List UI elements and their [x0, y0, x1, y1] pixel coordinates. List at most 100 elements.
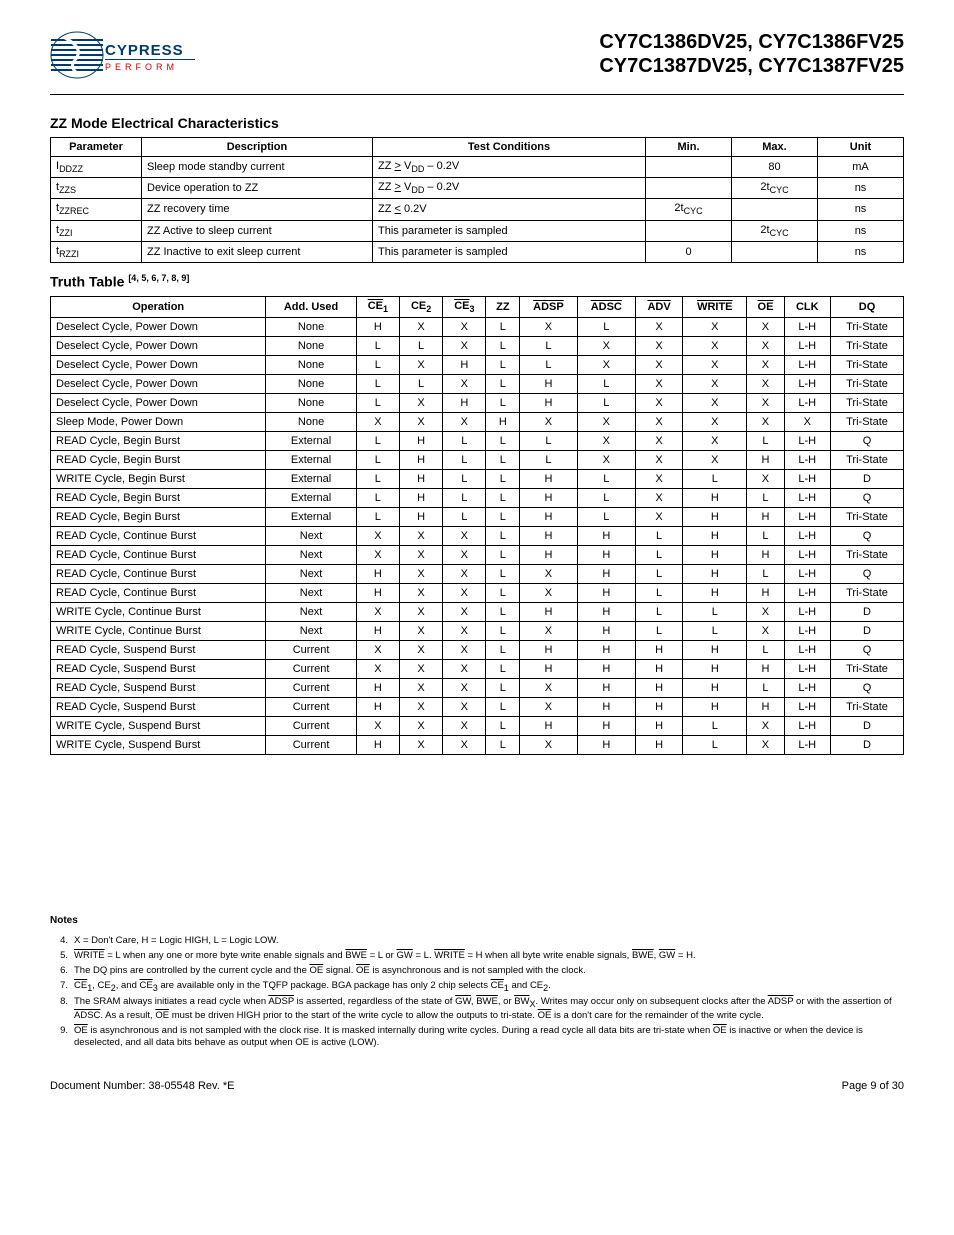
table-cell: X	[683, 336, 747, 355]
table-row: READ Cycle, Continue BurstNextXXXLHHLHLL…	[51, 526, 904, 545]
table-cell: L-H	[784, 488, 830, 507]
table-cell: ZZ < 0.2V	[373, 199, 646, 220]
table-cell: H	[520, 659, 577, 678]
table-cell: H	[747, 545, 784, 564]
table-cell: X	[443, 545, 486, 564]
table-cell: Q	[831, 678, 904, 697]
table-cell: L	[356, 393, 399, 412]
table-cell: L	[443, 450, 486, 469]
table-header: ADSP	[520, 296, 577, 317]
table-cell: L	[635, 621, 682, 640]
table-cell: X	[399, 716, 442, 735]
table-cell: Q	[831, 488, 904, 507]
table-cell: H	[635, 659, 682, 678]
table-cell: X	[443, 621, 486, 640]
table-cell: X	[747, 735, 784, 754]
table-cell: X	[747, 317, 784, 336]
table-cell: L-H	[784, 564, 830, 583]
table-cell: X	[399, 640, 442, 659]
table-cell: X	[520, 697, 577, 716]
table-cell: Q	[831, 431, 904, 450]
table-cell: H	[399, 507, 442, 526]
table-row: WRITE Cycle, Begin BurstExternalLHLLHLXL…	[51, 469, 904, 488]
note-number: 9.	[50, 1025, 74, 1051]
table-cell: L	[747, 564, 784, 583]
table-cell: X	[577, 431, 635, 450]
note-number: 5.	[50, 950, 74, 963]
table-cell: ZZ Inactive to exit sleep current	[142, 241, 373, 262]
parts-line-1: CY7C1386DV25, CY7C1386FV25	[599, 30, 904, 54]
table-cell: X	[399, 564, 442, 583]
table-cell: H	[683, 526, 747, 545]
table-cell: L	[635, 526, 682, 545]
table-cell: WRITE Cycle, Suspend Burst	[51, 735, 266, 754]
table-cell: L	[486, 469, 520, 488]
table-cell: X	[443, 317, 486, 336]
table-cell: L	[520, 450, 577, 469]
table-cell: X	[635, 507, 682, 526]
table-cell: Q	[831, 564, 904, 583]
table-cell: Tri-State	[831, 317, 904, 336]
note-text: OE is asynchronous and is not sampled wi…	[74, 1025, 904, 1051]
table-cell: X	[747, 469, 784, 488]
table-cell: L-H	[784, 659, 830, 678]
table-row: Deselect Cycle, Power DownNoneLLXLHLXXXL…	[51, 374, 904, 393]
table-cell	[732, 199, 818, 220]
table-cell: H	[486, 412, 520, 431]
table-cell: H	[356, 317, 399, 336]
table-cell: L	[683, 602, 747, 621]
table-cell: H	[577, 583, 635, 602]
table-cell: X	[399, 545, 442, 564]
cypress-logo: CYPRESS PERFORM	[50, 30, 190, 90]
table-cell: D	[831, 621, 904, 640]
table-cell: L	[577, 507, 635, 526]
table-cell: L	[356, 336, 399, 355]
table-header: CE1	[356, 296, 399, 317]
part-numbers: CY7C1386DV25, CY7C1386FV25 CY7C1387DV25,…	[599, 30, 904, 78]
table-cell: READ Cycle, Begin Burst	[51, 507, 266, 526]
table-cell: L	[486, 640, 520, 659]
table-cell: X	[356, 412, 399, 431]
table-row: Deselect Cycle, Power DownNoneLXHLLXXXXL…	[51, 355, 904, 374]
table-cell: IDDZZ	[51, 157, 142, 178]
table-cell: X	[443, 564, 486, 583]
table-cell: H	[635, 678, 682, 697]
note-text: The DQ pins are controlled by the curren…	[74, 965, 586, 978]
table-cell: Deselect Cycle, Power Down	[51, 317, 266, 336]
table-cell: X	[635, 317, 682, 336]
table-cell: L-H	[784, 355, 830, 374]
table-cell: X	[399, 602, 442, 621]
table-cell: ZZ > VDD – 0.2V	[373, 157, 646, 178]
table-cell: H	[683, 678, 747, 697]
parts-line-2: CY7C1387DV25, CY7C1387FV25	[599, 54, 904, 78]
table-cell: Current	[266, 678, 356, 697]
table-row: Sleep Mode, Power DownNoneXXXHXXXXXXTri-…	[51, 412, 904, 431]
table-row: READ Cycle, Suspend BurstCurrentXXXLHHHH…	[51, 640, 904, 659]
table-cell: Current	[266, 735, 356, 754]
table-cell: Deselect Cycle, Power Down	[51, 336, 266, 355]
table-header: WRITE	[683, 296, 747, 317]
table-cell: L-H	[784, 431, 830, 450]
table-cell: L-H	[784, 678, 830, 697]
table-cell: Tri-State	[831, 545, 904, 564]
table-cell: H	[520, 602, 577, 621]
table-cell: L	[520, 355, 577, 374]
page-header: CYPRESS PERFORM CY7C1386DV25, CY7C1386FV…	[50, 30, 904, 95]
table-cell: None	[266, 393, 356, 412]
table-row: READ Cycle, Suspend BurstCurrentXXXLHHHH…	[51, 659, 904, 678]
note-text: WRITE = L when any one or more byte writ…	[74, 950, 696, 963]
table-cell: L	[443, 488, 486, 507]
table-cell: External	[266, 488, 356, 507]
table-cell: X	[443, 697, 486, 716]
table-cell: X	[683, 355, 747, 374]
table-cell: L	[486, 716, 520, 735]
table-cell: L	[356, 469, 399, 488]
table-cell: H	[635, 735, 682, 754]
note-item: 9.OE is asynchronous and is not sampled …	[50, 1025, 904, 1051]
table-cell: L-H	[784, 374, 830, 393]
page-footer: Document Number: 38-05548 Rev. *E Page 9…	[50, 1080, 904, 1092]
table-cell: X	[683, 317, 747, 336]
table-cell: Tri-State	[831, 412, 904, 431]
note-item: 5.WRITE = L when any one or more byte wr…	[50, 950, 904, 963]
table-cell: H	[520, 507, 577, 526]
